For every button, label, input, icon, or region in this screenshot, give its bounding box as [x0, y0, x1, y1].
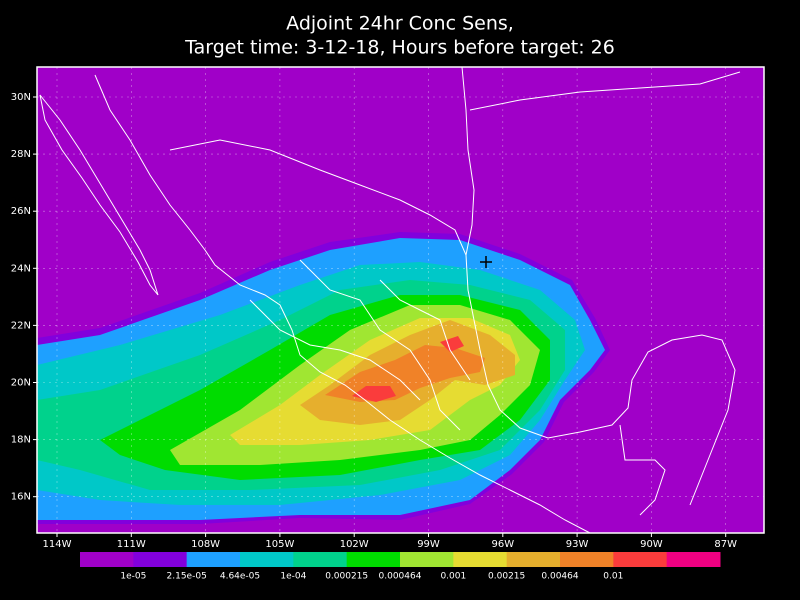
lon-label: 105W — [265, 539, 294, 550]
coastline — [461, 66, 736, 506]
lat-label: 24N — [11, 263, 31, 274]
lon-label: 87W — [714, 539, 737, 550]
colorbar-label: 2.15e-05 — [167, 572, 207, 582]
colorbar-label: 4.64e-05 — [220, 572, 260, 582]
map-frame — [36, 66, 765, 534]
colorbar-swatch — [293, 552, 348, 567]
colorbar-label: 0.00464 — [541, 572, 578, 582]
target-marker — [480, 256, 492, 268]
coastline — [469, 71, 741, 111]
colorbar-swatch — [506, 552, 561, 567]
coastline — [94, 74, 591, 534]
coastline — [39, 94, 159, 296]
lat-label: 16N — [11, 492, 31, 503]
colorbar-swatch — [346, 552, 401, 567]
lon-label: 114W — [43, 539, 72, 550]
colorbar-swatch — [613, 552, 668, 567]
colorbar-swatch — [186, 552, 241, 567]
colorbar-label: 0.000215 — [325, 572, 368, 582]
colorbar-swatch — [453, 552, 508, 567]
colorbar-swatch — [666, 552, 721, 567]
lon-label: 102W — [340, 539, 369, 550]
colorbar-swatch — [560, 552, 614, 567]
colorbar-swatch — [400, 552, 454, 567]
lon-label: 90W — [640, 539, 663, 550]
lat-label: 26N — [11, 206, 31, 217]
title-line: Target time: 3-12-18, Hours before targe… — [184, 37, 615, 59]
lat-label: 20N — [11, 378, 31, 389]
border — [169, 139, 467, 256]
colorbar-label: 0.001 — [440, 572, 466, 582]
lon-label: 99W — [417, 539, 440, 550]
colorbar-label: 1e-05 — [120, 572, 146, 582]
colorbar-label: 0.01 — [603, 572, 623, 582]
title-line: Adjoint 24hr Conc Sens, — [286, 13, 514, 35]
lat-label: 28N — [11, 149, 31, 160]
map-overlay: 30N 28N 26N 24N 22N 20N 18N 16N 114W 111W 108W 105W… — [11, 66, 765, 550]
lat-label: 30N — [11, 92, 31, 103]
lat-label: 18N — [11, 435, 31, 446]
border — [249, 259, 471, 431]
colorbar-label: 1e-04 — [280, 572, 306, 582]
lon-label: 93W — [566, 539, 589, 550]
colorbar-swatch — [240, 552, 294, 567]
border — [619, 424, 666, 516]
colorbar-label: 0.00215 — [488, 572, 525, 582]
colorbar-swatch — [133, 552, 188, 567]
lon-label: 108W — [191, 539, 220, 550]
contour-band — [440, 336, 464, 352]
colorbar-label: 0.000464 — [379, 572, 422, 582]
lat-label: 22N — [11, 320, 31, 331]
lon-label: 111W — [117, 539, 146, 550]
colorbar-swatch — [80, 552, 134, 567]
lon-label: 96W — [491, 539, 514, 550]
